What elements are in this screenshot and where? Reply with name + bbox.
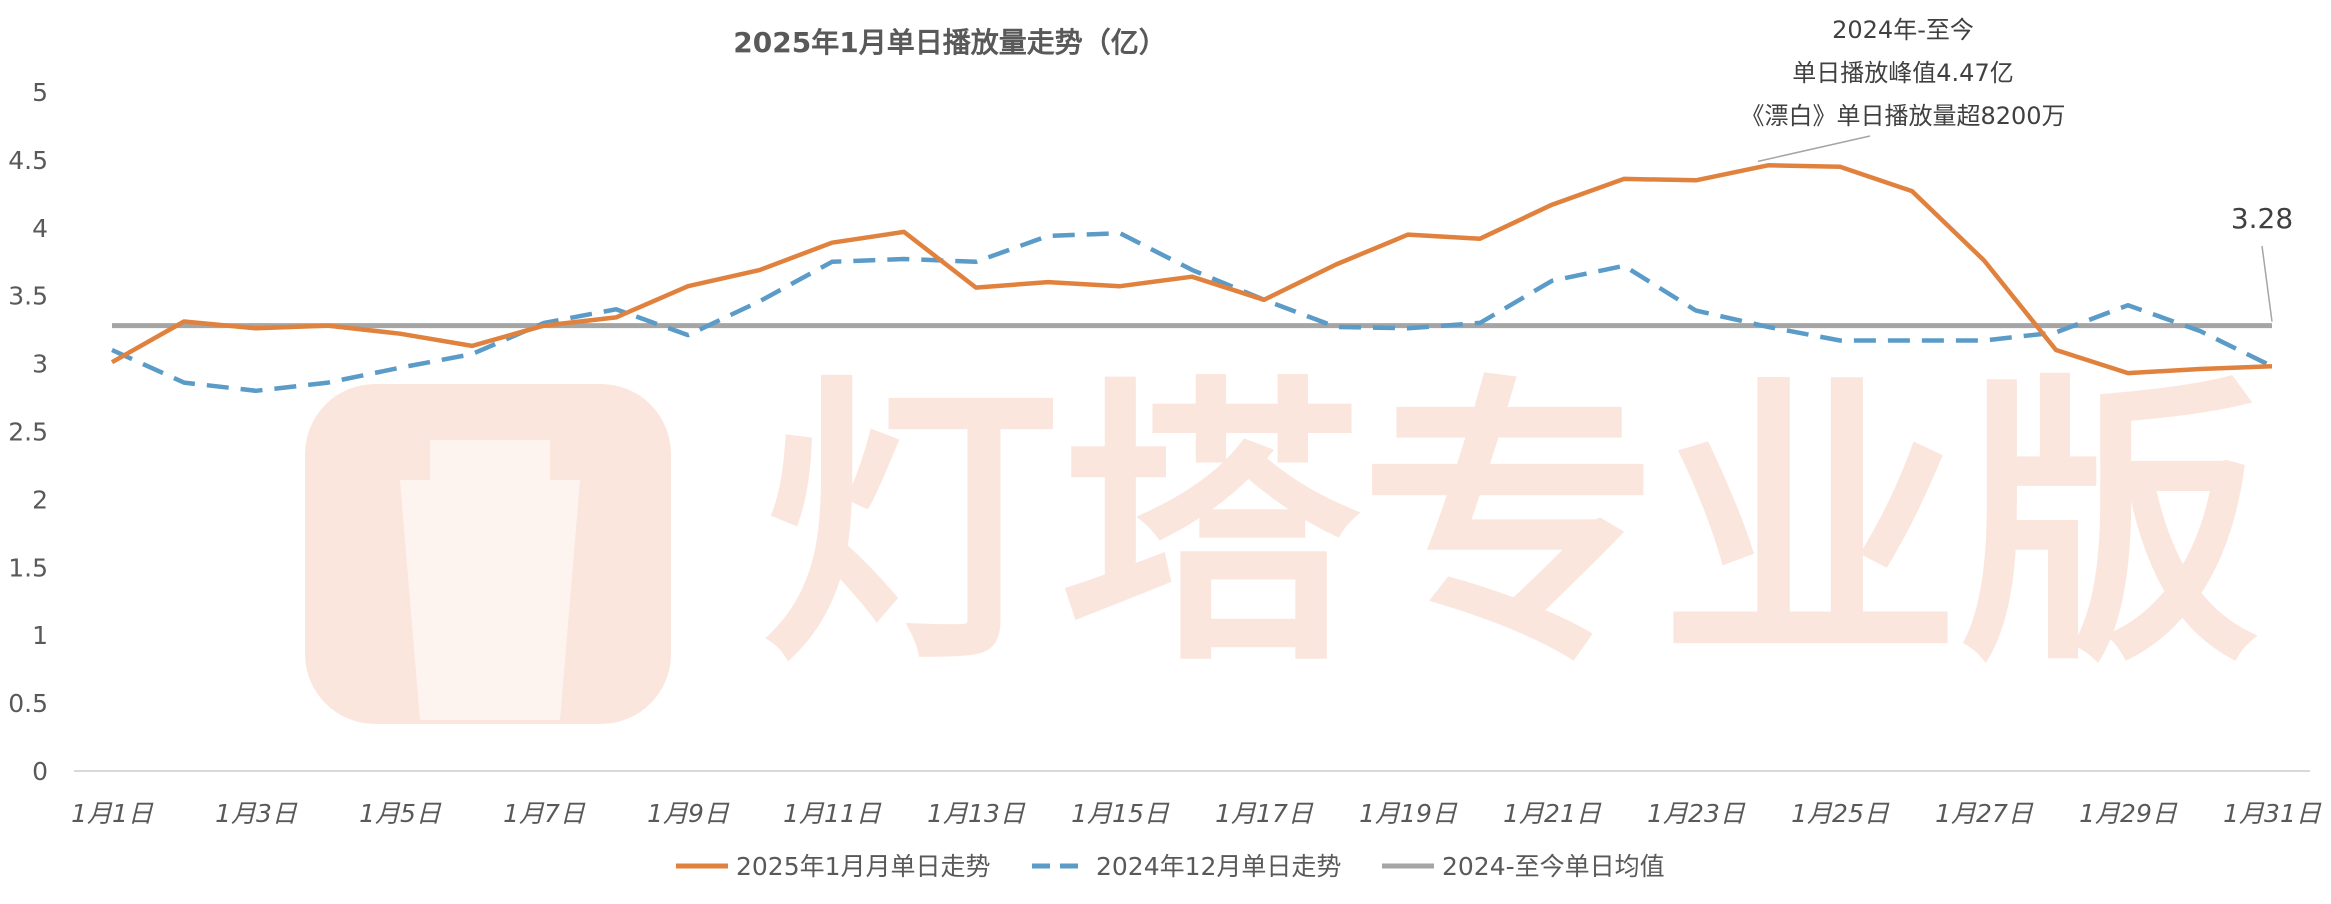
y-tick-label: 5 [32,78,48,107]
y-tick-label: 1 [32,621,48,650]
x-tick-label: 1月3日 [215,799,298,828]
y-tick-label: 4.5 [8,146,48,175]
chart-title: 2025年1月单日播放量走势（亿） [733,26,1166,59]
y-tick-label: 2.5 [8,418,48,447]
legend: 2025年1月月单日走势 2024年12月单日走势 2024-至今单日均值 [676,852,1665,881]
y-tick-label: 2 [32,485,48,514]
axes: 0 0.5 1 1.5 2 2.5 3 3.5 4 4.5 5 1月1日 1月3日 1月5日 1月7日 1月9… [8,78,2322,828]
peak-annotation-line: 《漂白》单日播放量超8200万 [1740,102,2065,130]
peak-annotation-line: 单日播放峰值4.47亿 [1792,59,2013,87]
x-tick-label: 1月17日 [1215,799,1314,828]
y-tick-label: 3 [32,350,48,379]
legend-label-0: 2025年1月月单日走势 [736,852,991,881]
x-tick-label: 1月9日 [647,799,730,828]
y-tick-label: 4 [32,214,48,243]
mean-value-label: 3.28 [2231,202,2293,235]
y-tick-label: 3.5 [8,282,48,311]
x-tick-label: 1月27日 [1935,799,2034,828]
watermark: 灯塔专业版 [305,352,2260,724]
peak-annotation-line: 2024年-至今 [1832,16,1974,44]
x-tick-label: 1月13日 [927,799,1026,828]
x-tick-label: 1月29日 [2079,799,2178,828]
x-tick-label: 1月11日 [783,799,882,828]
x-tick-label: 1月7日 [503,799,586,828]
x-tick-label: 1月5日 [359,799,442,828]
x-tick-label: 1月19日 [1359,799,1458,828]
x-tick-label: 1月21日 [1503,799,1602,828]
watermark-text: 灯塔专业版 [760,352,2260,701]
x-tick-label: 1月31日 [2223,799,2322,828]
watermark-tower-icon [400,440,580,720]
peak-annotation-leader [1757,135,1871,163]
series-layer [110,163,2273,394]
y-tick-label: 1.5 [8,553,48,582]
legend-label-1: 2024年12月单日走势 [1096,852,1341,881]
legend-label-2: 2024-至今单日均值 [1442,852,1665,881]
x-tick-label: 1月25日 [1791,799,1890,828]
x-tick-label: 1月23日 [1647,799,1746,828]
mean-value-leader [2261,245,2273,322]
x-tick-label: 1月1日 [71,799,154,828]
y-tick-label: 0 [32,757,48,786]
x-tick-label: 1月15日 [1071,799,1170,828]
y-tick-label: 0.5 [8,689,48,718]
